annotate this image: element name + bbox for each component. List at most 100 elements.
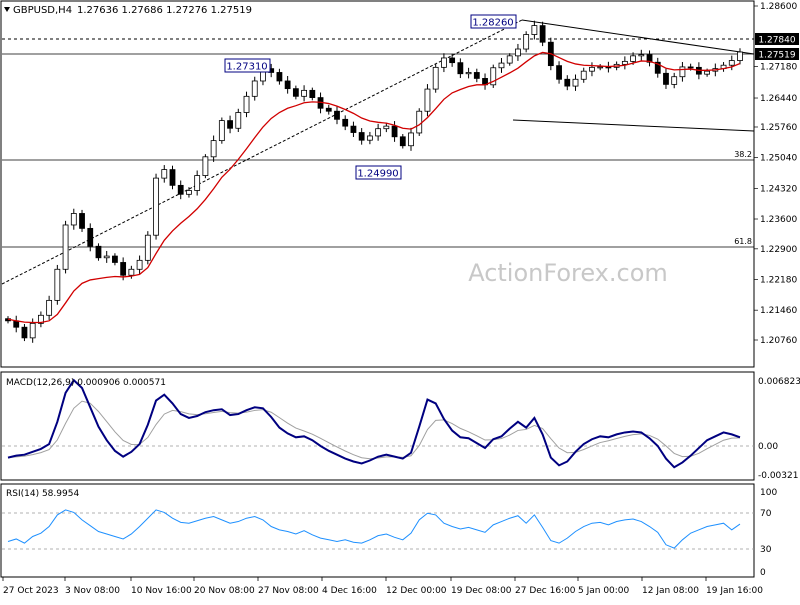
candle-body [383, 125, 390, 130]
candle-body [556, 65, 562, 80]
candle-body [646, 54, 653, 63]
candle-body [564, 78, 571, 87]
upper-channel-line [521, 19, 755, 55]
time-label: 27 Nov 08:00 [258, 586, 319, 596]
candle-body [375, 128, 382, 137]
price-tick-label: 1.20760 [760, 336, 797, 346]
time-label: 4 Dec 16:00 [322, 586, 377, 596]
candle-body [473, 72, 480, 79]
svg-text:1.27310: 1.27310 [226, 62, 267, 73]
candle-body [227, 120, 233, 129]
fib-61-label: 61.8 [734, 237, 752, 246]
svg-text:1.27519: 1.27519 [758, 51, 795, 61]
time-label: 12 Dec 00:00 [386, 586, 447, 596]
candle-body [120, 262, 127, 276]
candle-body [399, 136, 406, 147]
time-label: 5 Jan 00:00 [578, 586, 630, 596]
fib-38-label: 38.2 [734, 150, 752, 159]
ohlc-readout: 1.27636 1.27686 1.27276 1.27519 [77, 5, 252, 16]
candle-body [597, 66, 604, 69]
candle-body [301, 89, 307, 97]
candle-body [29, 322, 36, 339]
candle-body [654, 61, 661, 74]
price-tick-label: 1.22180 [760, 276, 797, 286]
candle-body [112, 255, 118, 263]
candle-body [210, 140, 217, 158]
candle-body [37, 314, 44, 324]
price-tick-label: 1.25040 [760, 154, 797, 164]
candle-body [441, 57, 447, 68]
candle-body [161, 169, 168, 179]
candle-body [153, 177, 159, 236]
price-tick-label: 1.24320 [760, 184, 797, 194]
rsi-title: RSI(14) 58.9954 [6, 489, 79, 499]
price-panel [0, 0, 755, 368]
candle-body [54, 268, 61, 301]
candle-body [169, 169, 176, 186]
candle-body [128, 268, 135, 276]
candle-body [342, 118, 349, 127]
price-tick-label: 1.25760 [760, 123, 797, 133]
watermark: ActionForex.com [468, 259, 668, 287]
macd-lines [7, 378, 741, 469]
candle-body [62, 224, 69, 270]
candle-body [687, 66, 694, 69]
price-tick-label: 1.23600 [760, 215, 797, 225]
time-label: 3 Nov 08:00 [65, 586, 120, 596]
candle-body [671, 76, 678, 85]
rsi-scale-30: 30 [760, 545, 772, 555]
time-label: 27 Oct 2023 [3, 586, 59, 596]
candle-body [46, 299, 53, 316]
candle-body [95, 245, 102, 259]
candle-body [539, 25, 546, 43]
candle-body [638, 54, 645, 57]
rsi-line [7, 509, 741, 549]
candle-body [350, 125, 357, 133]
time-label: 10 Nov 16:00 [131, 586, 192, 596]
time-label: 19 Dec 08:00 [451, 586, 512, 596]
candle-body [737, 51, 743, 61]
candle-body [358, 132, 365, 141]
time-label: 20 Nov 08:00 [194, 586, 255, 596]
candle-body [103, 255, 110, 259]
candle-body [523, 34, 530, 50]
candle-body [87, 227, 94, 247]
candle-body [309, 89, 316, 98]
candle-body [366, 135, 373, 141]
candle-body [679, 66, 686, 78]
candle-body [251, 80, 258, 97]
symbol-label: GBPUSD,H4 [13, 5, 72, 16]
rsi-scale-0: 0 [760, 568, 766, 578]
candle-body [177, 184, 184, 195]
macd-panel [0, 371, 755, 481]
candle-body [243, 95, 250, 113]
chart-header: GBPUSD,H4 1.27636 1.27686 1.27276 1.2751… [4, 5, 252, 16]
candle-body [704, 70, 711, 75]
candle-body [663, 72, 669, 85]
candle-body [70, 213, 77, 226]
candle-body [432, 66, 439, 90]
svg-text:1.27840: 1.27840 [758, 36, 795, 46]
current-price-tag: 1.27519 [755, 48, 799, 61]
candle-body [630, 55, 636, 62]
candle-body [515, 48, 521, 57]
candle-body [465, 72, 472, 75]
candle-body [589, 66, 595, 72]
label-low-dec: 1.24990 [355, 165, 402, 180]
label-high-nov: 1.27310 [224, 58, 271, 73]
svg-text:1.28260: 1.28260 [472, 18, 513, 29]
candle-body [621, 60, 628, 65]
macd-scale-zero: 0.00 [758, 442, 778, 452]
candle-body [21, 326, 28, 339]
macd-scale-bottom: -0.00321 [758, 471, 798, 481]
candle-body [284, 80, 291, 90]
candle-body [408, 132, 414, 147]
level-price-tag: 1.27840 [755, 33, 799, 46]
candle-body [325, 107, 332, 112]
candle-body [506, 55, 513, 64]
candle-body [186, 190, 192, 195]
moving-average [7, 51, 741, 324]
candle-body [498, 62, 505, 69]
label-high-dec: 1.28260 [470, 14, 517, 29]
macd-scale-top: 0.006823 [758, 377, 800, 387]
